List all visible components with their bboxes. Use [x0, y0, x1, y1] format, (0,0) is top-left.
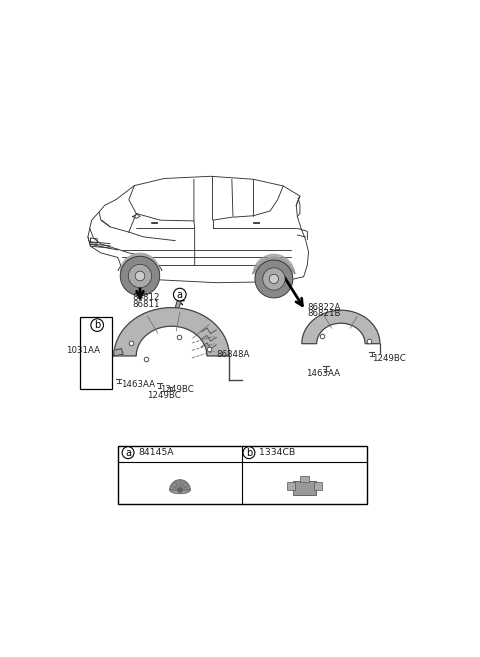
FancyBboxPatch shape [293, 481, 316, 495]
Text: 1249BC: 1249BC [147, 392, 181, 400]
Text: 1031AA: 1031AA [66, 346, 99, 355]
Text: 1249BC: 1249BC [372, 354, 406, 363]
Circle shape [263, 268, 285, 290]
Polygon shape [302, 310, 380, 344]
FancyBboxPatch shape [300, 476, 309, 482]
Wedge shape [169, 480, 191, 490]
Circle shape [243, 447, 255, 459]
Text: 86848A: 86848A [216, 350, 250, 359]
Polygon shape [114, 307, 229, 356]
Circle shape [178, 488, 182, 492]
Text: b: b [94, 320, 100, 330]
Text: 1463AA: 1463AA [121, 380, 156, 389]
Bar [81, 317, 112, 390]
Circle shape [135, 271, 145, 281]
Text: 86811: 86811 [132, 300, 160, 309]
FancyBboxPatch shape [288, 482, 295, 490]
Text: a: a [177, 290, 183, 300]
Text: 1463AA: 1463AA [305, 369, 339, 378]
Circle shape [173, 288, 186, 301]
Text: 86822A: 86822A [307, 303, 341, 312]
Polygon shape [175, 301, 181, 307]
Circle shape [255, 260, 293, 298]
Wedge shape [255, 257, 293, 276]
Circle shape [91, 319, 104, 331]
Text: 84145A: 84145A [139, 448, 174, 457]
Polygon shape [114, 348, 123, 356]
Text: 1249BC: 1249BC [160, 385, 194, 394]
FancyBboxPatch shape [314, 482, 322, 490]
Circle shape [269, 275, 278, 284]
Ellipse shape [170, 486, 190, 494]
Circle shape [120, 256, 160, 296]
Text: 86812: 86812 [132, 293, 160, 302]
Text: a: a [125, 447, 131, 458]
Text: b: b [246, 447, 252, 458]
Text: 86821B: 86821B [307, 309, 341, 319]
Bar [118, 446, 367, 504]
Circle shape [122, 447, 134, 459]
Wedge shape [253, 254, 294, 275]
Circle shape [128, 264, 152, 288]
Text: 1334CB: 1334CB [259, 448, 296, 457]
Wedge shape [120, 254, 160, 273]
